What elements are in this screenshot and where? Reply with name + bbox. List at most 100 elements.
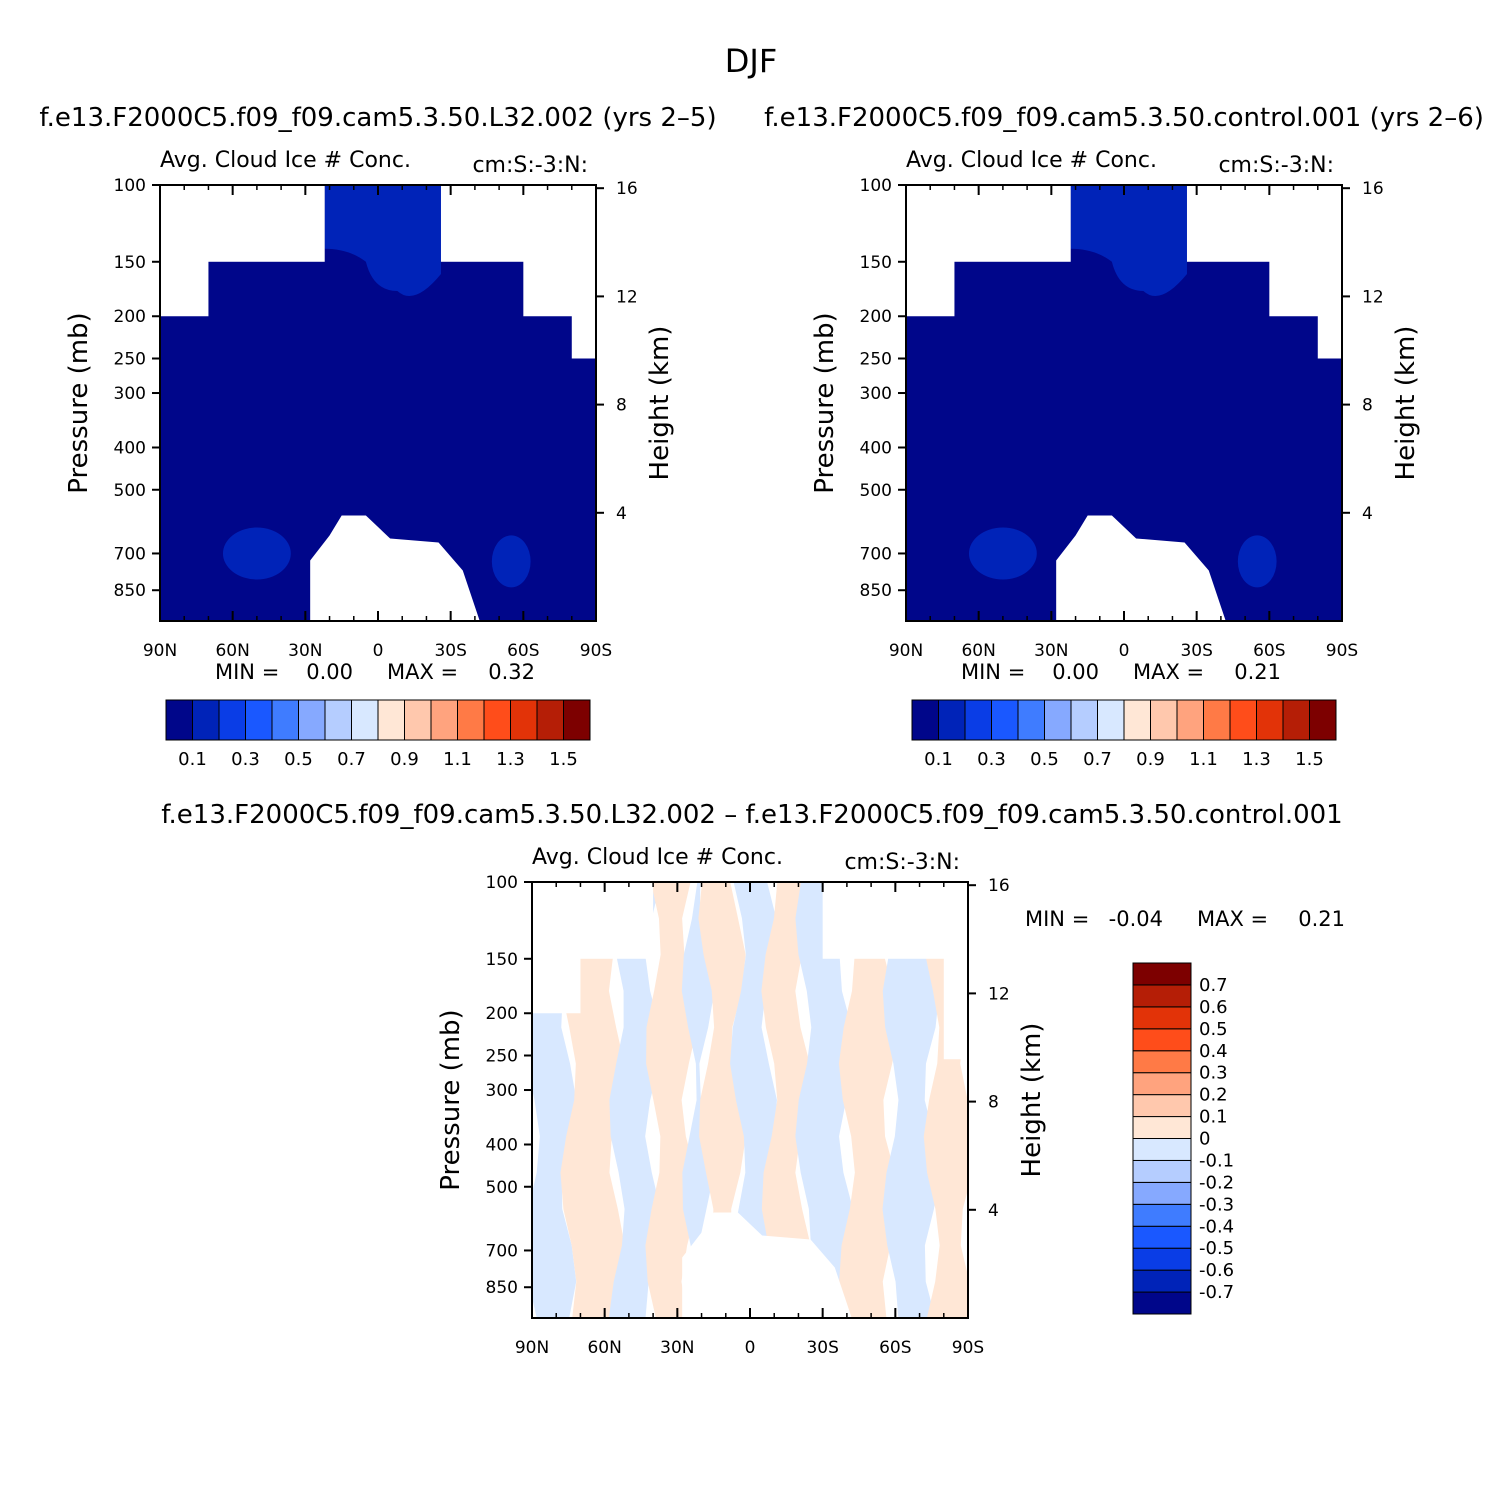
x-tick-label: 0 xyxy=(745,1338,756,1358)
colorbar-box xyxy=(1132,1094,1192,1118)
y-tick-label: 850 xyxy=(860,581,892,601)
y-tick-label: 100 xyxy=(114,176,146,196)
missing-region xyxy=(571,185,596,359)
panel-title: f.e13.F2000C5.f09_f09.cam5.3.50.L32.002 … xyxy=(161,800,1342,830)
stat-max-value: 0.21 xyxy=(1298,907,1345,931)
colorbar-label: -0.1 xyxy=(1199,1150,1234,1171)
missing-region xyxy=(160,185,209,317)
y-tick-label: 100 xyxy=(486,873,518,893)
plot-units-label: cm:S:-3:N: xyxy=(472,153,588,178)
colorbar-box xyxy=(1132,1138,1192,1161)
colorbar-box xyxy=(1132,1247,1192,1271)
y2-tick-label: 4 xyxy=(988,1201,999,1221)
stat-min-value: -0.04 xyxy=(1109,907,1163,931)
plot-area xyxy=(160,185,596,621)
missing-region xyxy=(943,882,968,1060)
y2-tick-label: 12 xyxy=(988,984,1010,1004)
diff-band xyxy=(882,882,940,1318)
colorbar-label: 0.7 xyxy=(1199,975,1228,996)
colorbar-box xyxy=(1132,1225,1192,1249)
colorbar-box xyxy=(351,699,379,741)
x-tick-label: 60S xyxy=(1253,641,1285,661)
y2-axis-label: Height (km) xyxy=(645,326,675,481)
colorbar-label: -0.5 xyxy=(1199,1238,1234,1259)
colorbar-box xyxy=(964,699,992,741)
plot-area xyxy=(906,185,1342,621)
colorbar-box xyxy=(404,699,432,741)
colorbar-box xyxy=(218,699,246,741)
y-tick-label: 150 xyxy=(114,253,146,273)
colorbar-box xyxy=(938,699,966,741)
stat-max-label: MAX = xyxy=(1197,907,1268,931)
y2-tick-label: 16 xyxy=(1362,179,1384,199)
colorbar: 0.1 0.3 0.5 0.7 0.9 1.1 1.3 1.5 xyxy=(911,699,1337,770)
colorbar-box xyxy=(1132,1203,1192,1227)
y2-tick-label: 12 xyxy=(1362,287,1384,307)
plot-left-label: Avg. Cloud Ice # Conc. xyxy=(160,148,411,173)
y2-tick-label: 4 xyxy=(616,504,627,524)
colorbar-label: 0.3 xyxy=(231,749,260,770)
stat-max-value: 0.21 xyxy=(1234,660,1281,684)
y2-tick-label: 8 xyxy=(988,1093,999,1113)
colorbar-box xyxy=(1203,699,1231,741)
y-tick-label: 200 xyxy=(114,307,146,327)
y2-tick-label: 4 xyxy=(1362,504,1373,524)
panel-case2: f.e13.F2000C5.f09_f09.cam5.3.50.control.… xyxy=(764,103,1484,770)
panel-diff: f.e13.F2000C5.f09_f09.cam5.3.50.L32.002 … xyxy=(161,800,1345,1358)
panel-case1: f.e13.F2000C5.f09_f09.cam5.3.50.L32.002 … xyxy=(39,103,716,770)
x-tick-label: 0 xyxy=(1119,641,1130,661)
x-tick-label: 30S xyxy=(434,641,466,661)
colorbar-label: 0 xyxy=(1199,1129,1210,1150)
colorbar: 0.1 0.3 0.5 0.7 0.9 1.1 1.3 1.5 xyxy=(165,699,591,770)
colorbar-label: 1.3 xyxy=(496,749,525,770)
missing-region xyxy=(1317,185,1342,359)
missing-region xyxy=(906,185,955,317)
colorbar-box xyxy=(1150,699,1178,741)
y2-tick-label: 8 xyxy=(1362,396,1373,416)
colorbar-box xyxy=(1309,699,1337,741)
topography-mask xyxy=(682,1212,852,1318)
colorbar-label: -0.6 xyxy=(1199,1260,1234,1281)
colorbar-label: 0.2 xyxy=(1199,1085,1228,1106)
colorbar-label: 1.3 xyxy=(1242,749,1271,770)
y-tick-label: 850 xyxy=(486,1278,518,1298)
plot-left-label: Avg. Cloud Ice # Conc. xyxy=(532,845,783,870)
stat-max-value: 0.32 xyxy=(488,660,535,684)
colorbar-box xyxy=(377,699,405,741)
y-tick-label: 400 xyxy=(486,1135,518,1155)
y-tick-label: 200 xyxy=(860,307,892,327)
stat-min-label: MIN = xyxy=(1025,907,1089,931)
topography-mask xyxy=(310,515,480,621)
colorbar-box xyxy=(430,699,458,741)
y-tick-label: 250 xyxy=(860,350,892,370)
colorbar-box xyxy=(1132,962,1192,986)
colorbar-box xyxy=(991,699,1019,741)
upper-anomaly xyxy=(324,185,441,297)
colorbar-box xyxy=(1017,699,1045,741)
colorbar-box xyxy=(1132,1072,1192,1096)
x-tick-label: 30N xyxy=(1034,641,1068,661)
colorbar-box xyxy=(1282,699,1310,741)
x-tick-label: 60N xyxy=(961,641,995,661)
plot-units-label: cm:S:-3:N: xyxy=(1218,153,1334,178)
diff-band xyxy=(608,882,661,1318)
x-tick-label: 60N xyxy=(587,1338,621,1358)
colorbar-label: 0.6 xyxy=(1199,997,1228,1018)
low-level-maximum xyxy=(1237,535,1277,588)
colorbar-box xyxy=(1229,699,1257,741)
diff-band xyxy=(681,882,715,1318)
colorbar-box xyxy=(1123,699,1151,741)
colorbar-box xyxy=(536,699,564,741)
colorbar-label: 0.4 xyxy=(1199,1041,1228,1062)
colorbar-box xyxy=(271,699,299,741)
colorbar-box xyxy=(1132,1006,1192,1030)
x-tick-label: 90N xyxy=(515,1338,549,1358)
x-tick-label: 90N xyxy=(143,641,177,661)
y-tick-label: 150 xyxy=(860,253,892,273)
stat-max-label: MAX = xyxy=(1133,660,1204,684)
topography-mask xyxy=(1056,515,1226,621)
colorbar-box xyxy=(483,699,511,741)
colorbar-label: 0.5 xyxy=(284,749,313,770)
stat-min-label: MIN = xyxy=(215,660,279,684)
